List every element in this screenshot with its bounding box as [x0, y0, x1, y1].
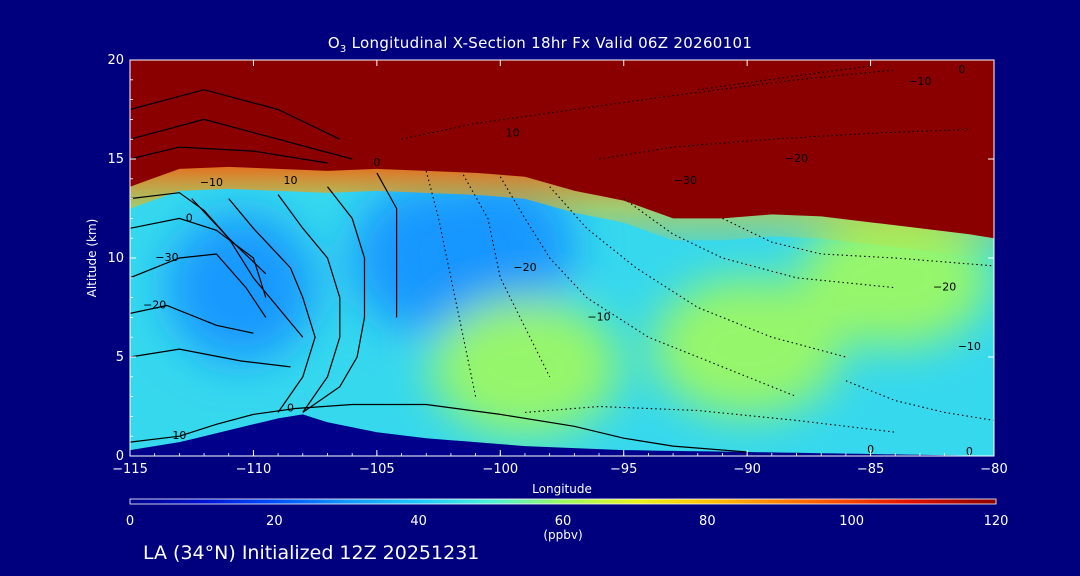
- colorbar-tick-label-5: 100: [839, 514, 864, 529]
- x-tick-label-5: −90: [733, 462, 760, 477]
- colorbar-tick-label-1: 20: [266, 514, 283, 529]
- contour-label-8: 0: [958, 63, 965, 76]
- contour-label-17: 0: [867, 443, 874, 456]
- ozone-core-2: [425, 173, 576, 324]
- contour-solid-4: [376, 172, 398, 318]
- contour-dotted-2: [499, 176, 797, 398]
- ozone-core-3: [429, 296, 620, 437]
- contour-label-16: 10: [172, 429, 186, 442]
- ozone-core-0: [166, 212, 317, 363]
- contour-label-7: −10: [908, 75, 931, 88]
- x-tick-label-0: −115: [112, 462, 148, 477]
- x-tick-label-6: −85: [857, 462, 884, 477]
- contour-dotted-5: [722, 217, 994, 267]
- contour-label-1: −30: [155, 251, 178, 264]
- contour-label-12: −10: [587, 310, 610, 323]
- contour-label-9: −20: [785, 152, 808, 165]
- contour-dotted-3: [549, 186, 847, 358]
- contour-solid-2: [277, 194, 341, 413]
- contour-label-18: 0: [966, 445, 973, 458]
- x-tick-label-4: −95: [610, 462, 637, 477]
- title-text: Longitudinal X-Section 18hr Fx Valid 06Z…: [346, 34, 753, 52]
- y-tick-label-4: 20: [107, 53, 124, 68]
- y-tick-label-3: 15: [107, 152, 124, 167]
- chart-title: O3 Longitudinal X-Section 18hr Fx Valid …: [0, 34, 1080, 55]
- contour-dotted-8: [697, 65, 871, 91]
- contour-solid-1: [228, 198, 316, 413]
- contour-label-15: 0: [287, 401, 294, 414]
- contour-solid-9: [130, 348, 291, 368]
- contour-solid-3: [302, 186, 366, 413]
- stratosphere-field: [130, 60, 994, 239]
- contour-label-11: −20: [513, 261, 536, 274]
- contour-solid-10: [130, 403, 748, 453]
- title-species: O: [327, 34, 340, 52]
- contour-strat-0: [130, 118, 353, 160]
- contour-dotted-1: [462, 174, 551, 378]
- contour-label-6: 10: [506, 126, 520, 139]
- contour-solid-5: [130, 192, 267, 275]
- contour-label-10: −30: [674, 174, 697, 187]
- y-tick-label-1: 5: [116, 350, 124, 365]
- colorbar-label: (ppbv): [543, 528, 582, 542]
- colorbar-tick-label-6: 120: [984, 514, 1009, 529]
- colorbar-tick-label-4: 80: [699, 514, 716, 529]
- y-tick-label-0: 0: [116, 449, 124, 464]
- x-tick-label-2: −105: [359, 462, 395, 477]
- contour-strat-1: [130, 89, 341, 140]
- contour-label-2: −20: [143, 299, 166, 312]
- y-axis-label: Altitude (km): [85, 219, 99, 298]
- terrain: [130, 414, 994, 456]
- contour-solid-7: [130, 253, 267, 318]
- contour-label-4: 10: [283, 174, 297, 187]
- x-tick-label-3: −100: [482, 462, 518, 477]
- title-subscript: 3: [339, 44, 347, 55]
- contour-dotted-0: [425, 170, 477, 397]
- contour-solid-6: [130, 217, 267, 298]
- contour-dotted-7: [598, 128, 970, 160]
- colorbar-tick-label-2: 40: [410, 514, 427, 529]
- colorbar-tick-label-0: 0: [126, 514, 134, 529]
- x-axis-label: Longitude: [532, 482, 592, 496]
- contour-label-0: 0: [186, 211, 193, 224]
- ozone-core-4: [652, 277, 843, 418]
- contour-label-14: −10: [958, 340, 981, 353]
- contour-dotted-6: [401, 69, 896, 140]
- colorbar-tick-label-3: 60: [555, 514, 572, 529]
- x-tick-label-1: −110: [236, 462, 272, 477]
- y-tick-label-2: 10: [107, 251, 124, 266]
- init-info: LA (34°N) Initialized 12Z 20251231: [143, 542, 480, 564]
- contour-strat-2: [130, 146, 328, 164]
- contour-dotted-4: [623, 198, 896, 289]
- contour-label-3: −10: [200, 176, 223, 189]
- contour-solid-8: [130, 304, 254, 334]
- contour-label-5: 0: [373, 156, 380, 169]
- colorbar: [129, 498, 997, 505]
- x-tick-label-7: −80: [980, 462, 1007, 477]
- contour-label-13: −20: [933, 281, 956, 294]
